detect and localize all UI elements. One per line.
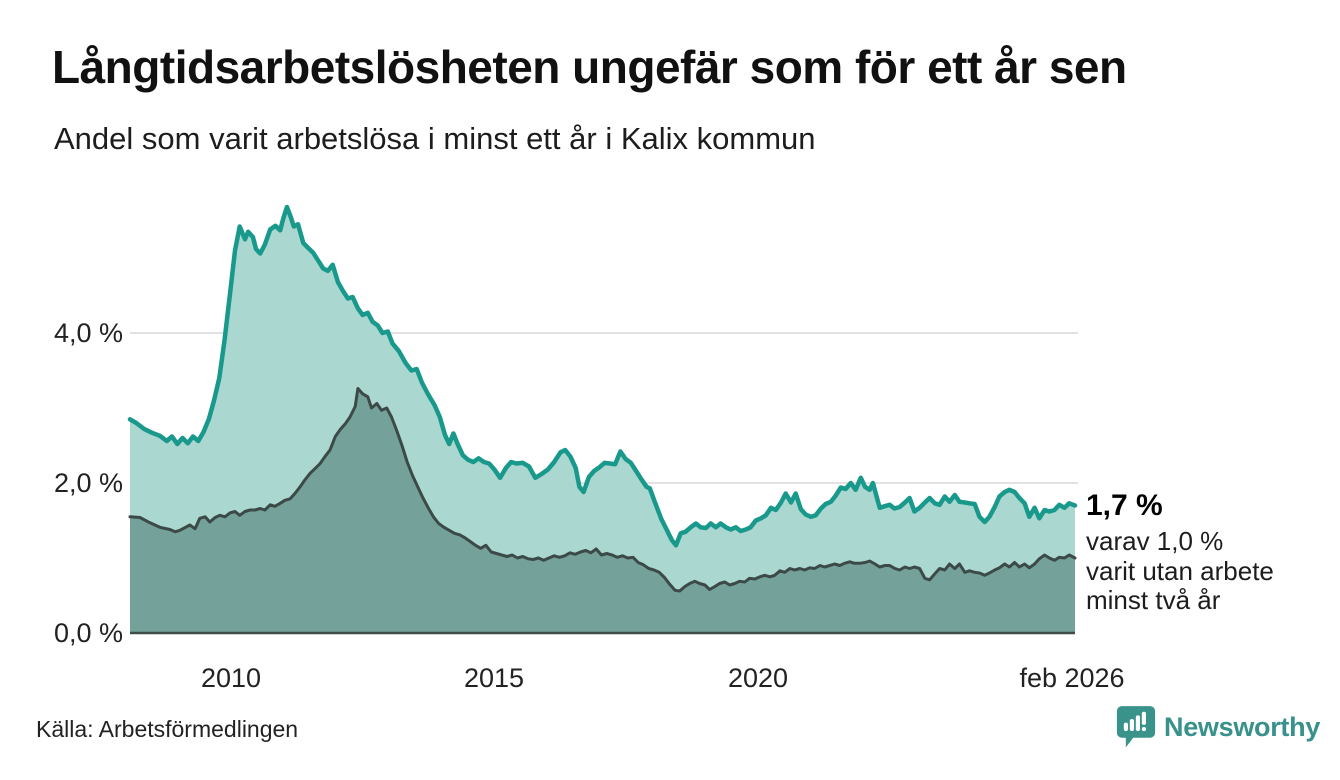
y-axis-tick-0: 0,0 % <box>53 618 123 648</box>
annotation-line-3: minst två år <box>1086 585 1221 615</box>
y-axis-tick-2: 2,0 % <box>53 468 123 498</box>
newsworthy-logo-text: Newsworthy <box>1164 712 1321 742</box>
y-axis-tick-4: 4,0 % <box>53 318 123 348</box>
latest-value-label: 1,7 % <box>1086 489 1163 522</box>
x-axis-tick-2015: 2015 <box>463 663 525 693</box>
newsworthy-bubble-chart-icon <box>1116 705 1156 754</box>
chart-subtitle: Andel som varit arbetslösa i minst ett å… <box>54 121 816 156</box>
x-axis-tick-2020: 2020 <box>727 663 789 693</box>
latest-value-description: varav 1,0 % varit utan arbete minst två … <box>1086 526 1274 616</box>
annotation-line-2: varit utan arbete <box>1086 555 1274 586</box>
x-axis-tick-feb-2026: feb 2026 <box>1019 663 1125 693</box>
page-title: Långtidsarbetslösheten ungefär som för e… <box>52 41 1127 93</box>
newsworthy-logo[interactable]: Newsworthy <box>1116 705 1320 754</box>
x-axis-tick-2010: 2010 <box>200 663 262 693</box>
annotation-line-1: varav 1,0 % <box>1086 526 1224 556</box>
source-caption: Källa: Arbetsförmedlingen <box>36 716 299 742</box>
